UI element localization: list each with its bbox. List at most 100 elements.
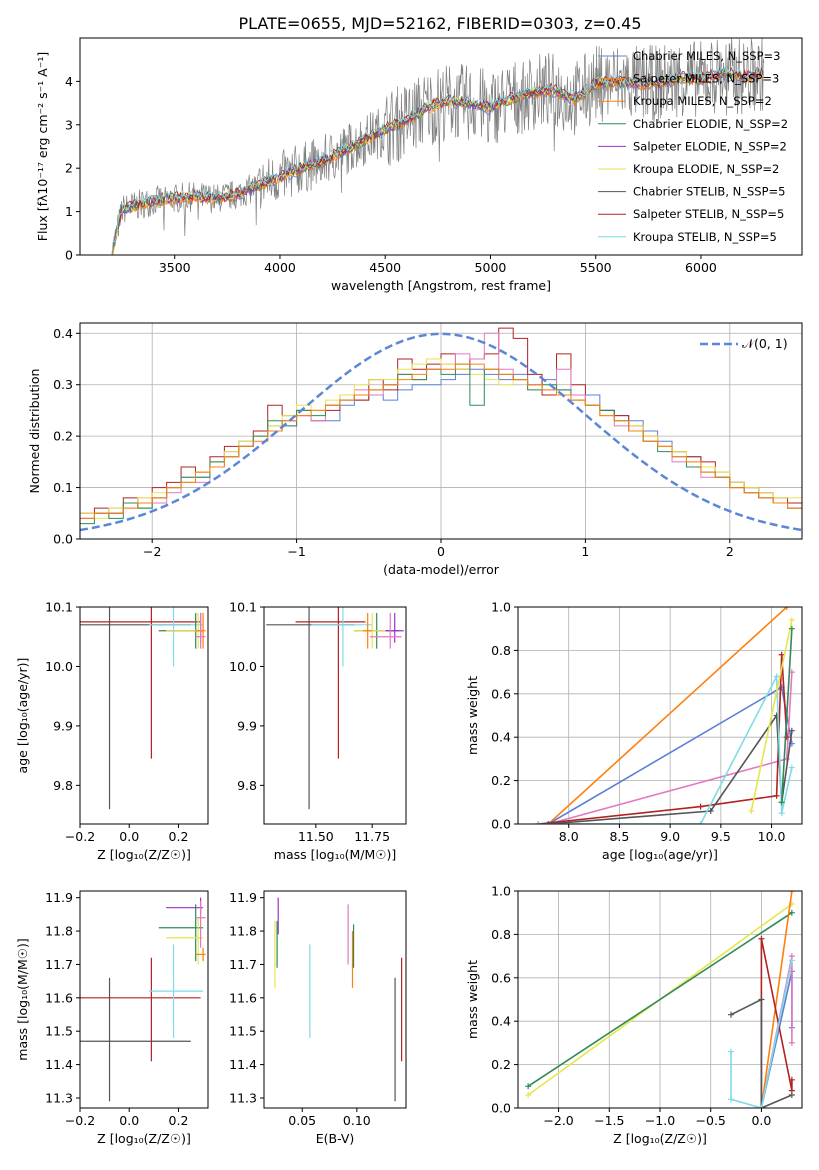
- y-tick-label: 11.4: [229, 1057, 257, 1072]
- y-tick-label: 0.8: [491, 927, 511, 942]
- x-tick-label: 0.0: [119, 829, 139, 844]
- x-tick-label: 0.2: [169, 829, 189, 844]
- weight-point: [789, 1092, 795, 1098]
- mass-vs-Z-panel: −0.2 0.0 0.2 11.3 11.4 11.5 11.6 11.7 11.8 11.9 Z …: [15, 890, 208, 1146]
- y-tick-label: 0.0: [491, 817, 511, 832]
- x-tick-label: 0.05: [288, 1113, 316, 1128]
- age-vs-Z-frame: [80, 607, 208, 824]
- y-axis-label: mass [log₁₀(M/M☉)]: [15, 938, 30, 1060]
- x-axis-label: (data-model)/error: [383, 562, 500, 577]
- y-tick-label: 11.9: [229, 890, 257, 905]
- weight-point: [779, 810, 785, 816]
- legend-label: Chabrier ELODIE, N_SSP=2: [633, 117, 788, 131]
- y-tick-label: 2: [65, 161, 73, 176]
- y-tick-label: 9.9: [237, 718, 257, 733]
- y-tick-label: 11.3: [45, 1090, 73, 1105]
- age-vs-mass-marks: [266, 586, 403, 809]
- y-tick-label: 0.0: [491, 1101, 511, 1116]
- y-tick-label: 0.4: [491, 1014, 511, 1029]
- mass-vs-EBV-panel: 0.05 0.10 11.3 11.4 11.5 11.6 11.7 11.8 11.9 E(B-…: [229, 890, 406, 1146]
- y-tick-label: 11.5: [45, 1024, 73, 1039]
- x-tick-label: 0: [437, 544, 445, 559]
- x-tick-label: −0.2: [65, 829, 95, 844]
- legend-label: 𝒩(0, 1): [742, 336, 788, 351]
- mass-vs-EBV-marks: [275, 898, 402, 1102]
- mass-vs-Z-frame: [80, 891, 208, 1108]
- x-tick-label: −1: [287, 544, 305, 559]
- y-tick-label: 9.9: [53, 718, 73, 733]
- y-tick-label: 11.9: [45, 890, 73, 905]
- figure-title: PLATE=0655, MJD=52162, FIBERID=0303, z=0…: [238, 14, 641, 33]
- weight-vs-age-marks: [535, 604, 795, 827]
- residual-distribution-panel: 𝒩(0, 1) −2 −1 0 1 2 0.0 0.1 0.2 0.3 0.4 (data-model…: [27, 323, 802, 577]
- x-tick-label: 9.5: [711, 829, 731, 844]
- weight-vs-Z-panel: −2.0 −1.5 −1.0 −0.5 0.00.00.20.40.60.81.0Z […: [465, 884, 802, 1147]
- weight-vs-age-frame: [518, 607, 802, 824]
- spectrum-panel: Chabrier MILES, N_SSP=3 Salpeter MILES, N…: [35, 36, 802, 293]
- age-vs-mass-panel: 11.50 11.759.89.910.010.1mass [log₁₀(M/M☉…: [229, 586, 406, 862]
- mass-vs-Z-marks: [70, 898, 205, 1102]
- weight-point: [728, 1096, 734, 1102]
- y-tick-label: 0.8: [491, 643, 511, 658]
- x-tick-label: 0.10: [343, 1113, 371, 1128]
- x-tick-label: −0.2: [65, 1113, 95, 1128]
- x-tick-label: −2: [143, 544, 161, 559]
- y-tick-label: 10.1: [45, 600, 73, 615]
- legend-label: Chabrier MILES, N_SSP=3: [633, 49, 780, 63]
- y-tick-label: 3: [65, 117, 73, 132]
- x-tick-label: 8.5: [609, 829, 629, 844]
- weight-point: [698, 804, 704, 810]
- age-vs-Z-panel: −0.2 0.0 0.2 9.8 9.9 10.0 10.1 Z [log₁₀(Z/Z☉)] a…: [15, 586, 208, 862]
- x-tick-label: −1.0: [645, 1113, 675, 1128]
- weight-point: [789, 1040, 795, 1046]
- weight-point: [789, 957, 795, 963]
- weight-point: [789, 617, 795, 623]
- y-tick-label: 1.0: [491, 600, 511, 615]
- y-tick-label: 0.3: [53, 377, 73, 392]
- y-axis-label: mass weight: [465, 960, 480, 1039]
- x-tick-label: 5500: [580, 260, 612, 275]
- x-tick-label: 11.50: [298, 829, 334, 844]
- weight-point: [728, 1012, 734, 1018]
- x-tick-label: 3500: [159, 260, 191, 275]
- x-tick-label: 11.75: [354, 829, 390, 844]
- x-tick-label: 10.0: [758, 829, 786, 844]
- legend-label: Salpeter STELIB, N_SSP=5: [633, 207, 784, 221]
- y-tick-label: 11.5: [229, 1024, 257, 1039]
- x-tick-label: 6000: [685, 260, 717, 275]
- y-tick-label: 11.7: [229, 957, 257, 972]
- legend-label: Salpeter ELODIE, N_SSP=2: [633, 139, 787, 153]
- x-axis-label: E(B-V): [316, 1131, 355, 1146]
- x-tick-label: 1: [581, 544, 589, 559]
- weight-point: [758, 936, 764, 942]
- mass-vs-EBV-frame: [264, 891, 406, 1108]
- x-tick-label: −0.5: [696, 1113, 726, 1128]
- x-tick-label: 4500: [369, 260, 401, 275]
- x-axis-label: mass [log₁₀(M/M☉)]: [274, 847, 396, 862]
- y-tick-label: 0.2: [491, 1057, 511, 1072]
- weight-vs-age-panel: 8.0 8.5 9.0 9.5 10.0 0.0 0.2 0.4 0.6 0.8 1.0 age [l…: [465, 600, 802, 863]
- weight-point: [748, 808, 754, 814]
- x-axis-label: Z [log₁₀(Z/Z☉)]: [97, 847, 191, 862]
- y-tick-label: 11.6: [45, 990, 73, 1005]
- legend-label: Salpeter MILES, N_SSP=3: [633, 72, 779, 86]
- y-tick-label: 0.0: [53, 532, 73, 547]
- x-tick-label: 0.0: [119, 1113, 139, 1128]
- y-axis-label: Normed distribution: [27, 369, 42, 494]
- y-tick-label: 11.6: [229, 990, 257, 1005]
- y-axis-label: age [log₁₀(age/yr)]: [15, 658, 30, 774]
- age-vs-Z-marks: [70, 586, 205, 809]
- weight-point: [789, 765, 795, 771]
- y-tick-label: 10.1: [229, 600, 257, 615]
- x-axis-label: wavelength [Angstrom, rest frame]: [331, 278, 551, 293]
- y-axis-label: Flux [fλ10⁻¹⁷ erg cm⁻² s⁻¹ A⁻¹]: [35, 52, 50, 241]
- y-tick-label: 11.4: [45, 1057, 73, 1072]
- age-vs-mass-frame: [264, 607, 406, 824]
- x-tick-label: 4000: [264, 260, 296, 275]
- legend-label: Kroupa ELODIE, N_SSP=2: [633, 162, 779, 176]
- weight-point: [758, 997, 764, 1003]
- x-axis-label: Z [log₁₀(Z/Z☉)]: [97, 1131, 191, 1146]
- y-tick-label: 1: [65, 204, 73, 219]
- y-tick-label: 11.8: [229, 924, 257, 939]
- x-tick-label: 8.0: [559, 829, 579, 844]
